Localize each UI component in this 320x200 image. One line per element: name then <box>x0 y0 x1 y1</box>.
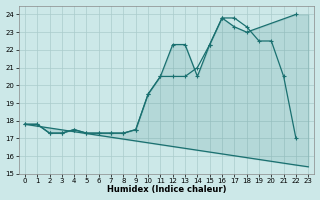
X-axis label: Humidex (Indice chaleur): Humidex (Indice chaleur) <box>107 185 226 194</box>
